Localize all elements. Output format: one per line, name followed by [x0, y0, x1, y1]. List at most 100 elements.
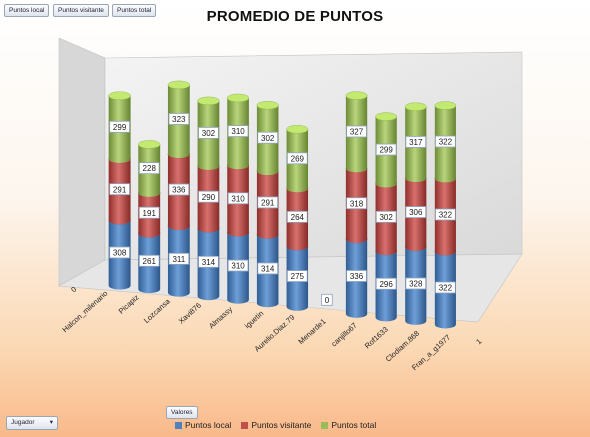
- data-label-box-total-almassy: [227, 125, 249, 137]
- data-label-visitante-halcon-milenario: 291: [113, 185, 127, 194]
- data-label-visitante-xavi876: 290: [202, 193, 216, 202]
- data-label-box-total-fran-a-g1977: [435, 135, 456, 148]
- data-label-box-visitante-clodiam-868: [405, 206, 427, 218]
- data-label-total-clodiam-868: 317: [409, 138, 423, 147]
- data-label-box-local-aurelio-diaz-79: [287, 270, 308, 282]
- data-label-local-lozcansa: 311: [172, 255, 185, 264]
- jugador-dropdown-label: Jugador: [11, 419, 35, 426]
- data-label-box-visitante-halcon-milenario: [109, 183, 130, 196]
- data-label-box-visitante-fran-a-g1977: [435, 208, 456, 221]
- data-label-local-aurelio-diaz-79: 275: [291, 272, 305, 281]
- chevron-down-icon: ▾: [49, 419, 53, 426]
- bar-total-xavi876-cap: [197, 96, 220, 106]
- data-label-box-local-menarde1: [321, 293, 333, 306]
- back-wall: [104, 51, 523, 261]
- category-label-halcon-milenario: Halcon_milenario: [60, 289, 109, 334]
- data-label-box-total-clodiam-868: [405, 136, 427, 148]
- data-label-box-total-xavi876: [198, 127, 219, 139]
- data-label-box-total-rof1633: [375, 143, 397, 156]
- data-label-local-almassy: 310: [231, 262, 245, 271]
- side-wall: [58, 37, 106, 287]
- data-label-visitante-almassy: 310: [231, 194, 245, 203]
- bar-total-clodiam-868-cap: [404, 102, 427, 111]
- category-label-menarde1: Menarde1: [296, 317, 327, 346]
- data-label-visitante-lozcansa: 336: [172, 186, 186, 195]
- bar-total-lozcansa-cap: [167, 80, 190, 90]
- field-button-puntos-visitante[interactable]: Puntos visitante: [53, 4, 109, 17]
- data-label-box-local-picapiz: [138, 254, 160, 267]
- jugador-dropdown[interactable]: Jugador ▾: [6, 416, 58, 430]
- bar-total-picapiz-cap: [138, 140, 161, 149]
- data-label-box-local-rof1633: [375, 277, 397, 290]
- data-label-visitante-clodiam-868: 306: [409, 208, 423, 217]
- data-label-box-local-clodiam-868: [405, 277, 427, 290]
- legend-label-visitante: Puntos visitante: [251, 420, 312, 430]
- legend-swatch-total: [321, 421, 329, 429]
- data-label-box-local-fran-a-g1977: [435, 281, 456, 294]
- legend-item-local: Puntos local: [175, 420, 231, 430]
- data-label-total-canjillo67: 327: [350, 128, 364, 137]
- data-label-local-halcon-milenario: 308: [113, 249, 127, 258]
- data-label-box-visitante-iguetin: [257, 196, 278, 209]
- data-label-box-local-canjillo67: [346, 270, 367, 282]
- legend-label-local: Puntos local: [185, 420, 232, 430]
- legend-item-total: Puntos total: [321, 420, 376, 430]
- field-button-puntos-local[interactable]: Puntos local: [4, 4, 50, 17]
- data-label-total-rof1633: 299: [379, 146, 393, 155]
- field-button-puntos-total[interactable]: Puntos total: [112, 4, 157, 17]
- data-label-visitante-fran-a-g1977: 322: [439, 211, 453, 220]
- data-label-box-total-iguetin: [257, 131, 278, 144]
- data-label-total-fran-a-g1977: 322: [439, 138, 453, 147]
- category-label-rof1633: Rof1633: [363, 325, 390, 351]
- data-label-box-visitante-rof1633: [375, 210, 397, 223]
- data-label-local-menarde1: 0: [325, 296, 330, 305]
- bar-total-fran-a-g1977-cap: [434, 101, 457, 110]
- category-label-picapiz: Picapiz: [117, 293, 141, 316]
- data-label-box-local-iguetin: [257, 262, 278, 275]
- data-label-total-lozcansa: 323: [172, 115, 186, 124]
- data-label-box-local-lozcansa: [168, 252, 190, 265]
- data-label-local-picapiz: 261: [143, 257, 157, 266]
- data-label-total-almassy: 310: [231, 127, 245, 136]
- category-label-1: 1: [474, 337, 483, 346]
- data-label-total-aurelio-diaz-79: 269: [291, 154, 305, 163]
- data-label-local-iguetin: 314: [261, 265, 275, 274]
- data-label-box-visitante-picapiz: [138, 206, 160, 219]
- legend-swatch-local: [175, 421, 182, 429]
- data-label-box-total-canjillo67: [346, 125, 367, 138]
- chart-title: PROMEDIO DE PUNTOS: [206, 8, 384, 25]
- data-label-local-fran-a-g1977: 322: [439, 284, 453, 293]
- legend: Puntos local Puntos visitante Puntos tot…: [175, 420, 376, 430]
- category-label-lozcansa: Lozcansa: [142, 296, 172, 325]
- bar-total-iguetin-cap: [256, 101, 279, 110]
- category-label-xavi876: Xavi876: [177, 301, 203, 326]
- data-label-local-clodiam-868: 328: [409, 280, 423, 289]
- data-label-local-canjillo67: 336: [350, 272, 364, 281]
- bar-total-rof1633-cap: [375, 112, 397, 121]
- data-label-visitante-aurelio-diaz-79: 264: [291, 213, 305, 222]
- data-label-box-visitante-lozcansa: [168, 183, 190, 196]
- data-label-box-visitante-almassy: [227, 192, 249, 205]
- data-label-visitante-rof1633: 302: [379, 213, 393, 222]
- data-label-box-local-halcon-milenario: [109, 246, 130, 259]
- category-label-0: 0: [69, 285, 78, 294]
- bar-total-almassy-cap: [227, 93, 250, 103]
- legend-item-visitante: Puntos visitante: [241, 420, 311, 430]
- data-label-local-rof1633: 296: [379, 280, 393, 289]
- bar-total-canjillo67-cap: [345, 91, 368, 100]
- category-label-clodiam-868: Clodiam.868: [384, 329, 421, 364]
- bar-total-halcon-milenario-cap: [108, 91, 131, 100]
- data-label-visitante-picapiz: 191: [143, 209, 157, 218]
- legend-swatch-visitante: [241, 421, 249, 429]
- data-label-total-halcon-milenario: 299: [113, 123, 127, 132]
- legend-label-total: Puntos total: [331, 420, 377, 430]
- data-label-local-xavi876: 314: [202, 258, 216, 267]
- data-label-box-total-aurelio-diaz-79: [287, 152, 308, 165]
- values-field-button[interactable]: Valores: [166, 406, 198, 419]
- data-label-box-local-almassy: [227, 259, 249, 272]
- data-label-box-total-lozcansa: [168, 113, 190, 125]
- category-label-iguetin: iguetin: [243, 309, 265, 330]
- data-label-box-visitante-aurelio-diaz-79: [287, 210, 308, 223]
- data-label-total-iguetin: 302: [261, 134, 275, 143]
